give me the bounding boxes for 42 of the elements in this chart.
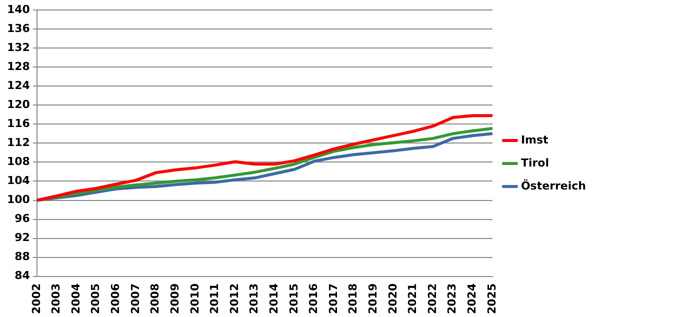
y-tick-label: 108 xyxy=(6,155,30,168)
x-tick-label: 2021 xyxy=(406,283,420,314)
legend-label: Imst xyxy=(520,133,548,146)
y-tick-label: 132 xyxy=(6,40,30,54)
x-tick-label: 2008 xyxy=(148,283,162,314)
x-tick-label: 2005 xyxy=(89,283,102,314)
x-tick-label: 2011 xyxy=(208,283,222,314)
y-tick-label: 92 xyxy=(14,231,30,244)
x-tick-label: 2013 xyxy=(248,283,261,314)
x-tick-label: 2016 xyxy=(307,283,320,314)
y-tick-label: 120 xyxy=(6,98,30,111)
y-tick-label: 88 xyxy=(14,250,30,264)
x-tick-label: 2020 xyxy=(386,283,400,314)
y-tick-label: 140 xyxy=(6,2,30,16)
x-tick-label: 2017 xyxy=(326,283,340,314)
x-tick-label: 2019 xyxy=(366,283,380,314)
x-tick-label: 2025 xyxy=(485,283,498,314)
y-tick-label: 116 xyxy=(6,117,30,130)
y-tick-label: 124 xyxy=(6,78,30,92)
x-tick-label: 2014 xyxy=(267,283,280,314)
y-tick-label: 136 xyxy=(6,22,30,35)
x-tick-label: 2015 xyxy=(287,283,300,314)
y-tick-label: 96 xyxy=(14,212,30,226)
x-tick-label: 2022 xyxy=(426,283,439,314)
x-tick-label: 2004 xyxy=(69,283,82,314)
x-tick-label: 2018 xyxy=(346,283,360,314)
legend-label: Österreich xyxy=(520,178,586,192)
y-tick-label: 128 xyxy=(6,60,30,73)
y-tick-label: 100 xyxy=(6,193,30,206)
x-tick-label: 2024 xyxy=(466,283,479,314)
x-tick-label: 2002 xyxy=(30,283,43,314)
x-tick-label: 2009 xyxy=(168,283,182,314)
legend-label: Tirol xyxy=(520,156,549,170)
y-tick-label: 104 xyxy=(6,174,30,188)
x-tick-label: 2007 xyxy=(128,283,142,314)
x-tick-label: 2010 xyxy=(188,283,202,314)
y-tick-label: 112 xyxy=(6,136,30,150)
x-tick-label: 2023 xyxy=(446,283,459,314)
y-tick-label: 84 xyxy=(14,269,30,282)
x-tick-label: 2012 xyxy=(228,283,241,314)
x-tick-label: 2003 xyxy=(50,283,63,314)
x-tick-label: 2006 xyxy=(109,283,122,314)
